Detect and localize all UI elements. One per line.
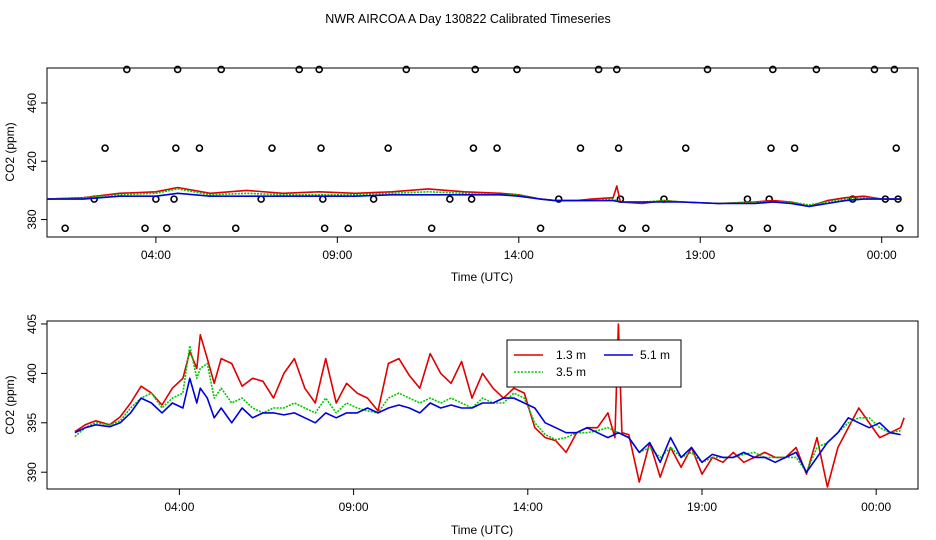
top-calibration-point: [101, 144, 109, 152]
top-calibration-point: [173, 65, 182, 74]
top-calibration-point: [790, 144, 799, 152]
top-calibration-point: [890, 65, 899, 74]
top-calibration-point: [536, 224, 545, 233]
bottom-x-tick-label: 09:00: [339, 500, 369, 514]
top-calibration-point: [195, 144, 204, 152]
top-calibration-point: [618, 224, 627, 233]
bottom-x-tick-label: 04:00: [164, 500, 194, 514]
top-calibration-point: [141, 224, 149, 233]
top-y-tick-label: 420: [25, 151, 39, 171]
top-x-tick-label: 04:00: [141, 248, 171, 262]
bottom-y-tick-label: 405: [25, 314, 39, 334]
top-calibration-point: [828, 224, 837, 233]
top-calibration-point: [170, 195, 178, 203]
top-calibration-point: [594, 65, 603, 74]
bottom-series-line-1-3-m: [74, 323, 905, 488]
top-calibration-point: [614, 144, 623, 152]
bottom-x-tick-label: 19:00: [687, 500, 717, 514]
top-calibration-point: [896, 224, 904, 233]
legend-label-1-3m: 1.3 m: [556, 348, 586, 362]
top-panel: 04:00 09:00 14:00 19:00 00:00 380 420 460 Time …: [3, 65, 919, 284]
top-calibration-point: [257, 195, 265, 203]
top-calibration-point: [576, 144, 585, 152]
top-calibration-point: [217, 65, 225, 74]
top-calibration-point: [123, 65, 131, 74]
bottom-y-tick-label: 390: [25, 462, 39, 482]
top-calibration-point: [812, 65, 821, 74]
top-calibration-point: [703, 65, 712, 74]
legend: 1.3 m 3.5 m 5.1 m: [506, 339, 682, 388]
top-y-tick-label: 460: [25, 93, 39, 113]
top-calibration-point: [344, 224, 353, 233]
top-series-line-5-1-m: [47, 192, 900, 208]
top-calibration-point: [61, 224, 69, 233]
top-calibration-point: [469, 144, 478, 152]
top-x-tick-label: 00:00: [867, 248, 897, 262]
top-calibration-point: [870, 65, 879, 74]
top-calibration-point: [384, 144, 392, 152]
top-calibration-point: [320, 224, 329, 233]
top-series-line-3-5-m: [46, 188, 900, 206]
top-calibration-point: [268, 144, 276, 152]
bottom-panel: 04:00 09:00 14:00 19:00 00:00 390 395 400 405 Ti…: [3, 314, 919, 537]
top-calibration-point: [295, 65, 304, 74]
top-x-tick-label: 19:00: [685, 248, 715, 262]
top-y-axis-label: CO2 (ppm): [3, 122, 17, 181]
bottom-x-tick-label: 00:00: [861, 500, 891, 514]
top-calibration-point: [743, 195, 752, 203]
top-calibration-point: [642, 224, 650, 233]
top-calibration-point: [152, 195, 160, 203]
bottom-plot-frame: [46, 320, 919, 490]
top-x-axis-label: Time (UTC): [451, 270, 513, 284]
top-calibration-point: [767, 144, 775, 152]
chart-title: NWR AIRCOA A Day 130822 Calibrated Times…: [325, 12, 611, 26]
top-calibration-point: [763, 224, 772, 233]
top-calibration-point: [172, 144, 180, 152]
top-calibration-point: [315, 65, 323, 74]
top-calibration-point: [493, 144, 501, 152]
bottom-y-axis-label: CO2 (ppm): [3, 375, 17, 434]
top-calibration-point: [471, 65, 480, 74]
legend-label-3-5m: 3.5 m: [556, 365, 586, 379]
top-calibration-point: [319, 195, 327, 203]
top-plot-frame: [46, 67, 919, 238]
bottom-x-axis-label: Time (UTC): [451, 523, 513, 537]
legend-box: [506, 339, 682, 388]
top-calibration-point: [554, 195, 563, 203]
top-calibration-point: [317, 144, 325, 152]
bottom-y-tick-label: 400: [25, 363, 39, 383]
bottom-series-line-5-1-m: [74, 377, 901, 474]
bottom-series-line-3-5-m: [74, 344, 901, 474]
top-calibration-point: [162, 224, 171, 233]
top-calibration-point: [231, 224, 240, 233]
top-calibration-point: [725, 224, 734, 233]
top-calibration-point: [612, 65, 621, 74]
top-calibration-point: [892, 144, 901, 152]
top-calibration-point: [681, 144, 690, 152]
top-y-tick-label: 380: [25, 209, 39, 229]
top-x-tick-label: 09:00: [322, 248, 352, 262]
top-x-tick-label: 14:00: [504, 248, 534, 262]
top-calibration-point: [369, 195, 378, 203]
top-calibration-point: [427, 224, 436, 233]
top-calibration-point: [769, 65, 777, 74]
top-calibration-point: [402, 65, 411, 74]
top-calibration-point: [467, 195, 476, 203]
top-calibration-point: [513, 65, 521, 74]
bottom-x-tick-label: 14:00: [513, 500, 543, 514]
bottom-y-tick-label: 395: [25, 412, 39, 432]
top-calibration-point: [446, 195, 454, 203]
legend-label-5-1m: 5.1 m: [640, 348, 670, 362]
